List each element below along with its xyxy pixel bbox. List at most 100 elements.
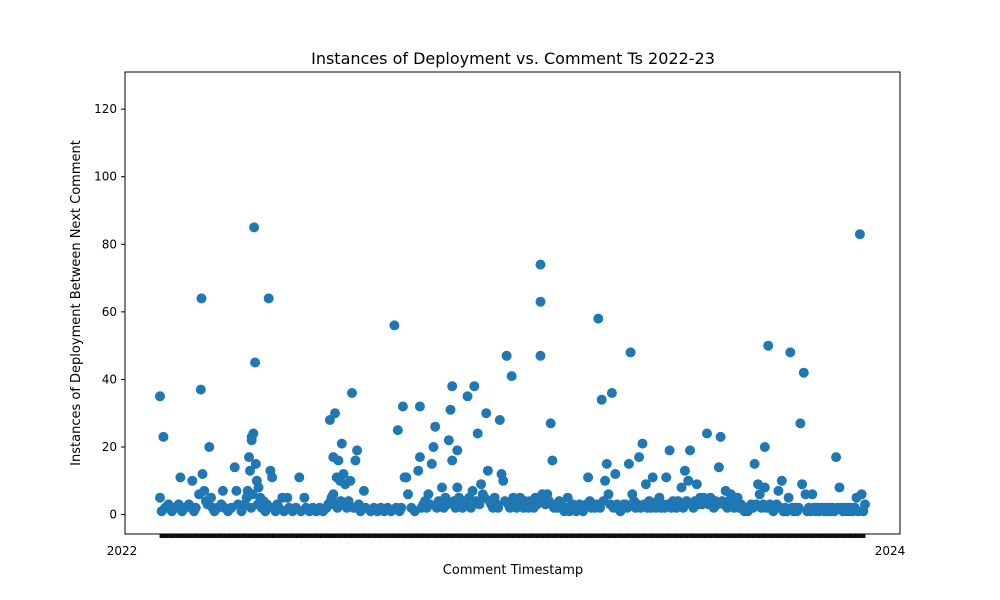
data-point [834,482,845,493]
data-point [414,401,425,412]
data-point [401,472,412,483]
data-point [437,482,447,493]
y-tick-label: 40 [102,372,117,386]
data-point [647,472,658,483]
data-point [462,391,473,402]
data-point [267,472,278,483]
data-point [776,475,787,486]
data-point [797,479,808,490]
data-point [715,431,726,442]
data-point [807,489,818,500]
data-point [623,458,634,469]
data-point [250,458,261,469]
data-point [606,388,617,398]
data-point [593,313,604,324]
data-point [691,479,702,490]
data-point [194,489,205,500]
data-point [231,485,242,496]
data-point [175,472,186,483]
data-point [397,401,408,412]
data-point [333,455,344,466]
data-point [352,445,363,456]
x-tick-label-first: 2022 [107,544,138,558]
data-point [428,442,439,452]
data-point [336,438,347,449]
data-point [547,455,558,466]
data-point [413,465,424,476]
data-point [452,445,463,456]
data-point [640,479,651,490]
data-point [430,421,441,432]
data-point [244,452,254,463]
y-tick-label: 120 [94,102,117,116]
data-point [469,381,480,392]
data-point [452,482,463,493]
data-point [263,293,274,304]
data-point [282,492,293,503]
data-points [155,222,870,517]
data-point [773,485,784,496]
data-point [248,428,259,439]
data-point [600,475,611,486]
data-point [294,472,305,483]
data-point [506,371,517,382]
data-point [831,452,842,463]
data-point [685,445,695,456]
data-point [493,502,504,513]
data-point [447,455,458,466]
data-point [204,442,215,452]
data-point [187,475,198,486]
data-point [634,452,645,463]
y-tick-label: 100 [94,170,117,184]
data-point [596,394,607,405]
data-point [601,458,612,469]
data-point [622,502,633,513]
plot-frame [124,71,901,535]
data-point [498,475,509,486]
data-point [217,485,228,496]
data-point [389,320,400,331]
data-point [625,347,636,358]
y-tick-label: 80 [102,237,117,251]
x-axis-ticks [159,534,866,538]
data-point [472,428,483,439]
y-axis-ticks: 0 20 40 60 80 100 120 [94,102,125,522]
data-point [860,499,870,510]
data-point [798,367,809,378]
chart-title: Instances of Deployment vs. Comment Ts 2… [311,49,715,68]
data-point [350,455,361,466]
data-point [482,465,493,476]
data-point [426,458,437,469]
data-point [345,475,356,486]
data-point [443,435,454,446]
y-tick-label: 0 [109,508,117,522]
data-point [229,462,240,473]
data-point [195,384,206,395]
data-point [545,418,556,429]
data-point [247,489,258,500]
data-point [445,404,456,415]
data-point [299,492,310,503]
data-point [856,489,867,500]
data-point [610,469,621,479]
data-point [338,469,349,479]
y-axis-label: Instances of Deployment Between Next Com… [69,140,84,466]
data-point [676,482,687,493]
data-point [501,350,512,361]
data-point [324,415,335,425]
data-point [190,502,201,513]
data-point [664,445,675,456]
data-point [155,391,165,402]
data-point [158,431,169,442]
data-point [196,293,207,304]
data-point [414,452,425,463]
data-point [853,506,864,517]
data-point [155,492,165,503]
data-point [759,442,770,452]
data-point [713,462,724,473]
data-point [245,465,255,476]
data-point [637,438,648,449]
data-point [661,472,672,483]
data-point [749,458,760,469]
